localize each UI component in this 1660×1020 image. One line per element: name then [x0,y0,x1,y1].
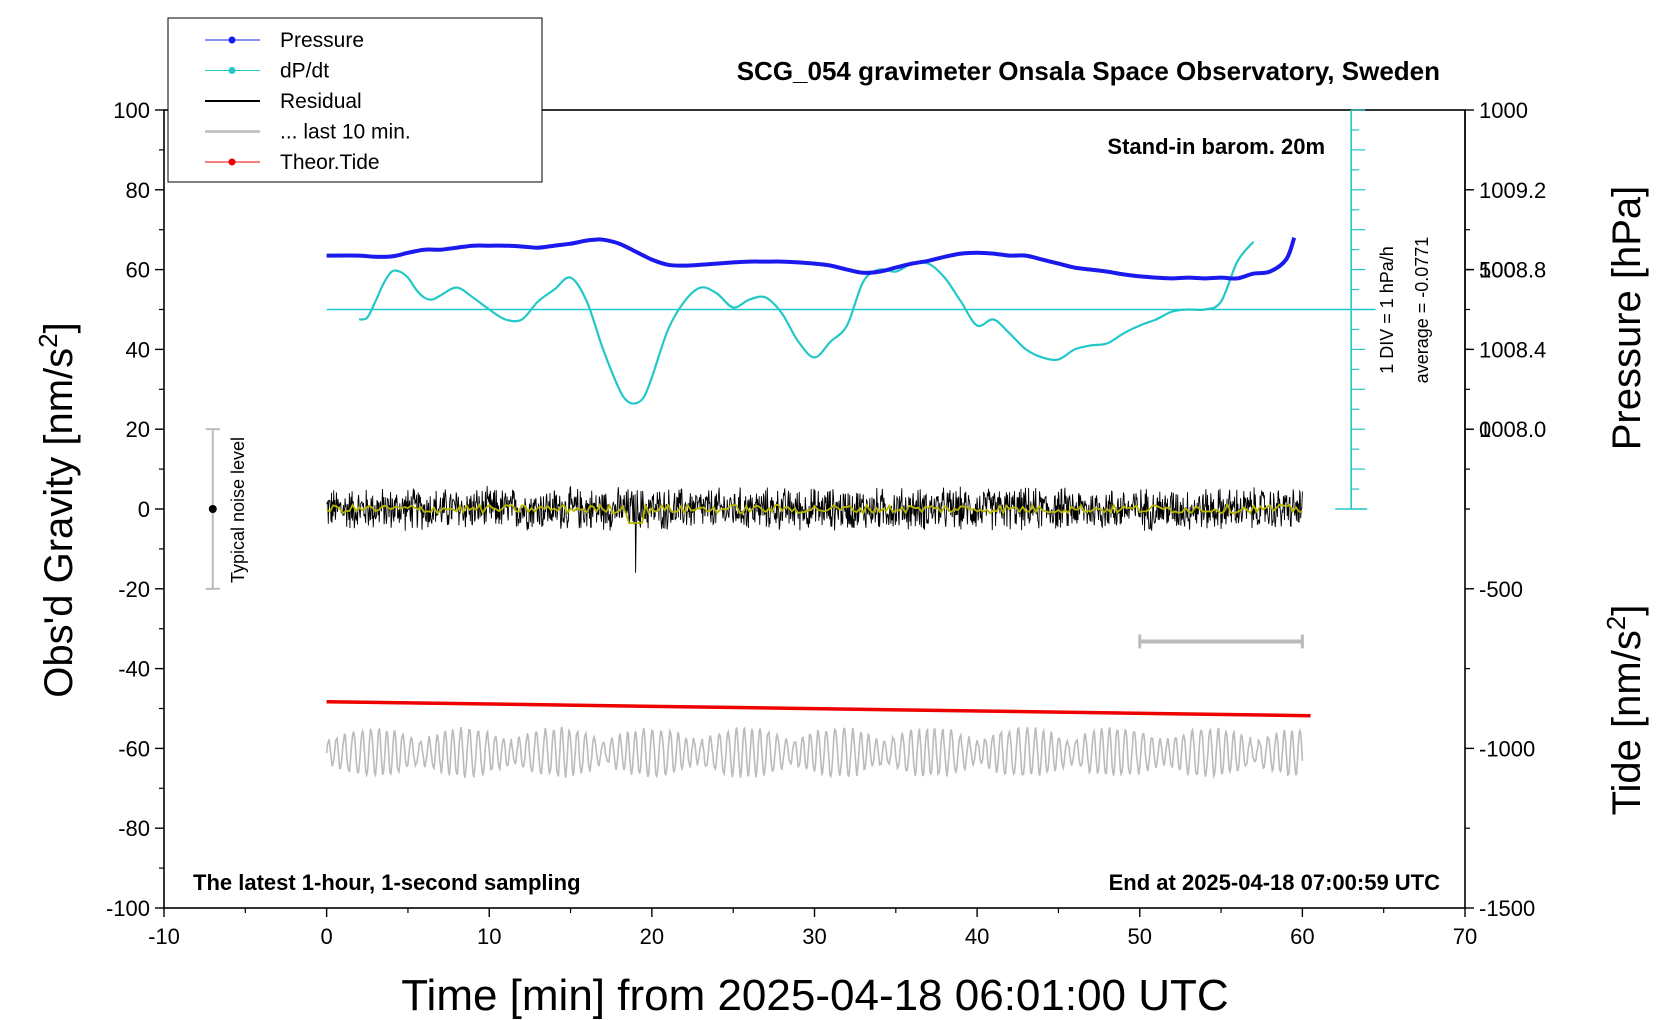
end-at-note: End at 2025-04-18 07:00:59 UTC [1109,870,1440,895]
pressure-tick-label: 1009.2 [1479,178,1546,203]
dpdt-line [358,240,1255,405]
legend: Pressure dP/dt Residual ... last 10 min. The… [167,17,543,183]
y-tick-label: -80 [118,816,150,841]
y-tick-label: 40 [126,337,150,362]
pressure-tick-label: 1008.4 [1479,337,1546,362]
legend-label: Residual [280,90,362,113]
tide-tick-label: 500 [1479,258,1516,283]
tide-tick-label: -1000 [1479,736,1535,761]
pressure-tick-label: 1008.8 [1479,258,1546,283]
dpdt-series [358,240,1255,405]
residual-smooth-series [326,502,1303,524]
legend-label: ... last 10 min. [280,121,411,144]
legend-swatch-dot [228,67,236,74]
noise-bar-dot [208,505,217,513]
residual-series [326,485,1303,573]
pressure-tick-label: 1008.0 [1479,417,1546,442]
x-tick-label: 20 [640,924,664,949]
y-axis-tide-title: Tide [nm/s2] [1601,605,1649,816]
tide-tick-label: 1000 [1479,98,1528,123]
legend-label: dP/dt [280,60,329,83]
noise-bar [205,428,220,590]
y-axis-left: -100 -80 -60 -40 -20 0 20 40 60 80 100 [106,98,164,921]
pressure-series [326,237,1297,281]
y-tick-label: -60 [118,736,150,761]
tide-tick-label: -500 [1479,577,1523,602]
y-tick-label: -20 [118,577,150,602]
average-note: average = -0.0771 [1412,237,1432,384]
last10-series [325,726,1304,779]
x-tick-label: 50 [1128,924,1152,949]
tide-series [326,699,1311,718]
residual-line [326,485,1303,573]
y-tick-label: 0 [138,497,150,522]
y-tick-label: 20 [126,417,150,442]
legend-label: Pressure [280,29,364,52]
y-axis-pressure-title: Pressure [hPa] [1605,186,1649,451]
legend-label: Theor.Tide [280,151,380,174]
dpdt-scale-bar [1335,109,1368,510]
y-axis-pressure: 1008.0 1008.4 1008.8 1009.2 [1464,110,1546,510]
y-tick-label: -40 [118,657,150,682]
latest-note: The latest 1-hour, 1-second sampling [193,870,581,895]
x-tick-label: 40 [965,924,989,949]
x-tick-label: -10 [148,924,180,949]
tide-tick-label: 0 [1479,417,1491,442]
barometer-note: Stand-in barom. 20m [1107,134,1325,159]
x-tick-label: 70 [1453,924,1477,949]
y-tick-label: 60 [126,258,150,283]
x-tick-label: 10 [477,924,501,949]
chart-title: SCG_054 gravimeter Onsala Space Observat… [737,56,1440,86]
span-bar [1138,634,1304,649]
x-tick-label: 60 [1290,924,1314,949]
x-axis-title: Time [min] from 2025-04-18 06:01:00 UTC [401,971,1228,1020]
last10-line [325,726,1304,779]
pressure-line [326,237,1297,281]
div-note: 1 DIV = 1 hPa/h [1377,246,1397,374]
legend-swatch-dot [228,36,236,44]
noise-level-note: Typical noise level [228,437,248,583]
x-tick-label: 30 [802,924,826,949]
y-tick-label: 100 [113,98,150,123]
y-tick-label: 80 [126,178,150,203]
x-axis: -10 0 10 20 30 40 50 60 70 [148,908,1477,949]
legend-swatch-dot [228,158,236,166]
y-axis-left-title: Obs'd Gravity [nm/s2] [33,322,81,698]
tide-line [326,699,1311,718]
y-tick-label: -100 [106,896,150,921]
y-axis-tide: 1000 500 0 -500 -1000 -1500 [1465,98,1535,921]
residual-smooth-line [326,502,1303,524]
x-tick-label: 0 [321,924,333,949]
tide-tick-label: -1500 [1479,896,1535,921]
